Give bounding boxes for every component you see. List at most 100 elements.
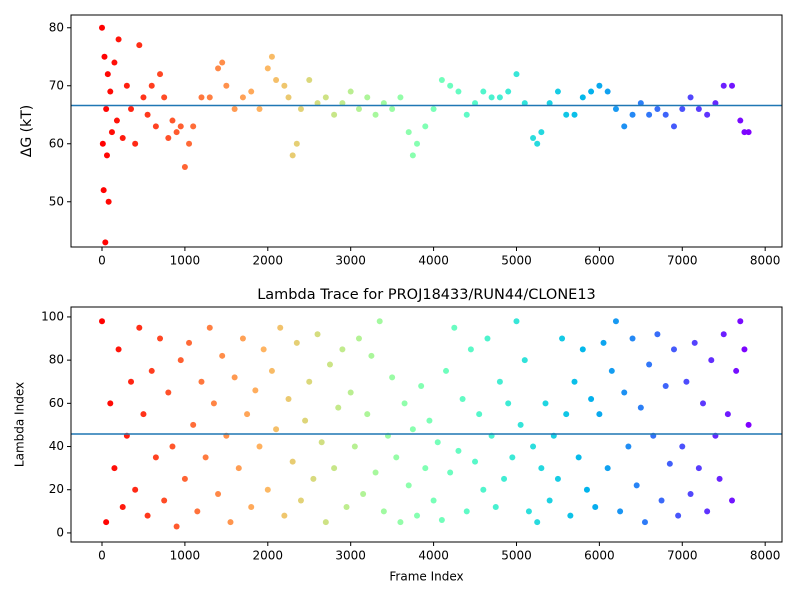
data-point [480,486,487,493]
data-point [152,454,159,461]
data-point [132,486,139,493]
data-point [102,239,109,246]
data-point [430,105,437,112]
data-point [364,94,371,101]
data-point [306,378,313,385]
y-tick-label: 60 [49,136,64,150]
data-point [347,88,354,95]
data-point [136,324,143,331]
data-point [389,105,396,112]
data-point [115,36,122,43]
data-point [654,331,661,338]
data-point [414,512,421,519]
data-point [571,378,578,385]
data-point [737,117,744,124]
data-point [99,140,106,147]
data-point [451,324,458,331]
data-point [107,88,114,95]
data-point [438,76,445,83]
data-point [372,111,379,118]
data-point [695,105,702,112]
data-point [281,512,288,519]
data-point [455,88,462,95]
data-point [285,396,292,403]
data-point [405,482,412,489]
data-point [546,497,553,504]
data-point [737,318,744,325]
data-point [662,383,669,390]
data-point [484,335,491,342]
x-tick-label: 4000 [418,549,449,563]
data-point [687,491,694,498]
data-point [546,100,553,107]
y-axis-label: ΔG (kT) [19,105,35,157]
data-point [476,411,483,418]
data-point [380,508,387,515]
x-tick-label: 2000 [253,254,284,268]
data-point [140,411,147,418]
data-point [314,100,321,107]
data-point [654,105,661,112]
data-point [306,76,313,83]
data-point [111,59,118,66]
data-point [426,417,433,424]
x-tick-label: 8000 [750,549,781,563]
data-point [161,497,168,504]
data-point [513,318,520,325]
data-point [695,465,702,472]
data-point [646,361,653,368]
data-point [459,396,466,403]
x-tick-label: 0 [98,254,106,268]
data-point [157,71,164,78]
data-point [136,42,143,49]
data-point [105,198,112,205]
data-point [248,504,255,511]
data-point [99,318,106,325]
data-point [612,318,619,325]
data-point [559,335,566,342]
data-point [235,465,242,472]
data-point [355,105,362,112]
data-point [700,400,706,407]
data-point [716,475,723,482]
x-tick-label: 6000 [584,254,615,268]
data-point [268,53,275,60]
data-point [231,374,238,381]
data-point [256,443,263,450]
data-point [641,519,648,526]
data-point [302,417,309,424]
data-point [186,339,193,346]
data-point [368,352,375,359]
x-tick-label: 7000 [667,549,698,563]
data-point [467,346,474,353]
data-point [99,24,106,31]
data-point [239,335,246,342]
data-point [434,439,441,446]
data-point [281,82,288,89]
data-point [662,111,669,118]
data-point [704,111,711,118]
data-point [596,411,603,418]
data-point [538,129,545,136]
data-point [708,357,715,364]
data-point [285,94,292,101]
data-point [418,383,425,390]
data-point [108,129,115,136]
data-point [165,389,172,396]
y-tick-label: 50 [49,194,64,208]
data-point [314,331,321,338]
data-point [480,88,487,95]
data-point [625,443,632,450]
data-point [103,152,110,159]
data-point [103,105,110,112]
data-point [687,94,694,101]
data-point [100,187,107,194]
data-point [128,105,135,112]
data-point [322,519,329,526]
data-point [463,508,470,515]
x-tick-label: 8000 [750,254,781,268]
data-point [101,53,108,60]
data-point [629,111,636,118]
data-point [148,367,155,374]
data-point [729,497,736,504]
